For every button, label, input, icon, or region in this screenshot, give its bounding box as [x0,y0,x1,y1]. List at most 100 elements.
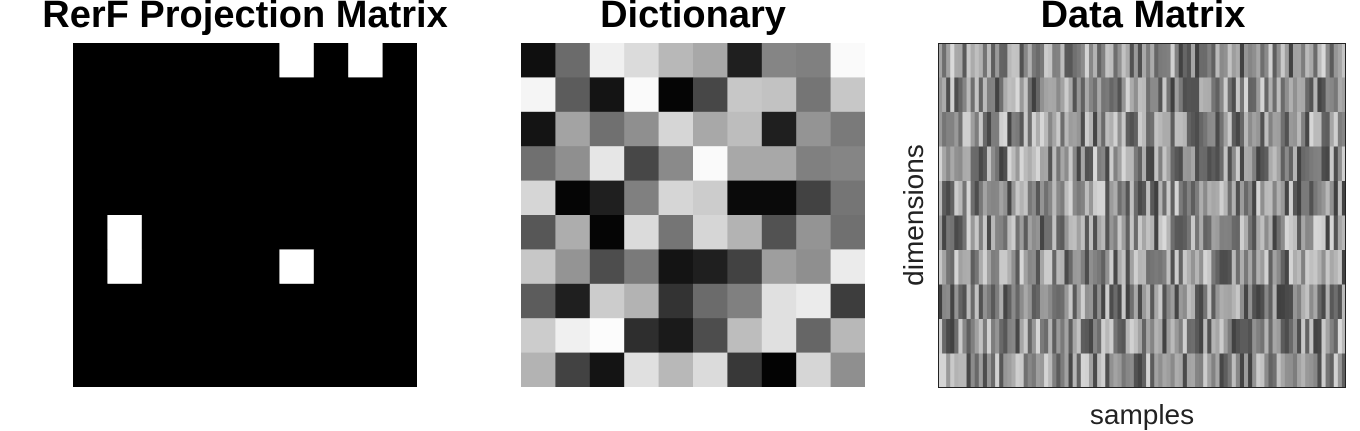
heatmap-cell [970,319,976,354]
heatmap-cell [1276,353,1282,388]
heatmap-cell [1088,353,1094,388]
heatmap-cell [1317,284,1323,320]
heatmap-cell [1109,319,1114,354]
heatmap-cell [999,250,1004,285]
heatmap-cell [1007,43,1012,78]
heatmap-cell [1084,146,1090,182]
heatmap-cell [1264,353,1269,388]
heatmap-cell [1027,43,1033,78]
heatmap-cell [1178,181,1184,216]
heatmap-cell [1252,43,1257,78]
heatmap-cell [1105,284,1110,320]
heatmap-cell [950,215,955,251]
heatmap-cell [1329,353,1335,388]
heatmap-cell [1276,181,1282,216]
heatmap-cell [1215,319,1221,354]
heatmap-cell [1125,250,1131,285]
heatmap-cell [1264,181,1269,216]
heatmap-cell [1227,250,1233,285]
heatmap-cell [313,77,349,113]
heatmap-cell [991,146,996,182]
heatmap-cell [1244,215,1249,251]
heatmap-cell [1203,77,1208,113]
heatmap-cell [1195,77,1200,113]
heatmap-cell [958,215,963,251]
heatmap-cell [1068,77,1074,113]
heatmap-cell [521,249,556,285]
heatmap-cell [1011,112,1017,147]
heatmap-cell [1292,112,1298,147]
heatmap-cell [107,43,143,78]
heatmap-cell [1080,250,1086,285]
heatmap-cell [796,43,832,78]
heatmap-cell [1121,319,1127,354]
heatmap-cell [1297,43,1302,78]
heatmap-cell [1052,250,1057,285]
heatmap-cell [1019,181,1025,216]
heatmap-cell [555,249,591,285]
heatmap-cell [1027,250,1033,285]
heatmap-cell [1129,284,1135,320]
heatmap-cell [521,352,556,387]
heatmap-cell [382,249,417,285]
heatmap-cell [1125,353,1131,388]
heatmap-cell [313,43,349,78]
heatmap-cell [1052,284,1057,320]
heatmap-cell [1105,353,1110,388]
heatmap-cell [1101,112,1106,147]
heatmap-cell [1150,284,1155,320]
heatmap-cell [1133,112,1139,147]
heatmap-cell [1333,43,1339,78]
heatmap-cell [1174,77,1180,113]
heatmap-cell [1280,146,1286,182]
heatmap-cell [1248,112,1253,147]
heatmap-cell [1182,284,1188,320]
heatmap-cell [1313,77,1318,113]
heatmap-cell [1260,284,1265,320]
heatmap-cell [942,215,947,251]
heatmap-cell [1284,112,1290,147]
heatmap-cell [991,112,996,147]
heatmap-cell [1097,284,1102,320]
heatmap-cell [999,215,1004,251]
heatmap-cell [1052,77,1057,113]
heatmap-cell [1007,215,1012,251]
heatmap-cell [279,283,315,319]
heatmap-cell [1182,319,1188,354]
heatmap-cell [1080,319,1086,354]
heatmap-cell [1317,112,1323,147]
heatmap-cell [313,180,349,216]
heatmap-cell [1080,77,1086,113]
heatmap-cell [1150,43,1155,78]
heatmap-cell [1048,215,1053,251]
heatmap-cell [727,146,763,182]
heatmap-cell [1170,43,1176,78]
heatmap-cell [1093,319,1098,354]
heatmap-cell [1019,77,1025,113]
data-matrix-heatmap [938,43,1346,388]
heatmap-cell [1121,353,1127,388]
heatmap-cell [1231,319,1237,354]
heatmap-cell [1052,146,1057,182]
heatmap-cell [1256,319,1261,354]
heatmap-cell [1190,181,1196,216]
heatmap-cell [1105,181,1110,216]
heatmap-cell [1337,77,1343,113]
heatmap-cell [1158,146,1163,182]
heatmap-cell [950,146,955,182]
heatmap-cell [958,250,963,285]
heatmap-cell [1170,77,1176,113]
heatmap-cell [995,215,1000,251]
heatmap-cell [1129,77,1135,113]
heatmap-cell [658,111,694,147]
heatmap-cell [382,352,417,387]
heatmap-cell [624,352,660,387]
heatmap-cell [348,43,384,78]
heatmap-cell [1064,43,1070,78]
heatmap-cell [1060,146,1065,182]
heatmap-cell [1097,250,1102,285]
heatmap-cell [970,284,976,320]
heatmap-cell [1325,146,1331,182]
heatmap-cell [1027,284,1033,320]
heatmap-cell [1166,181,1172,216]
